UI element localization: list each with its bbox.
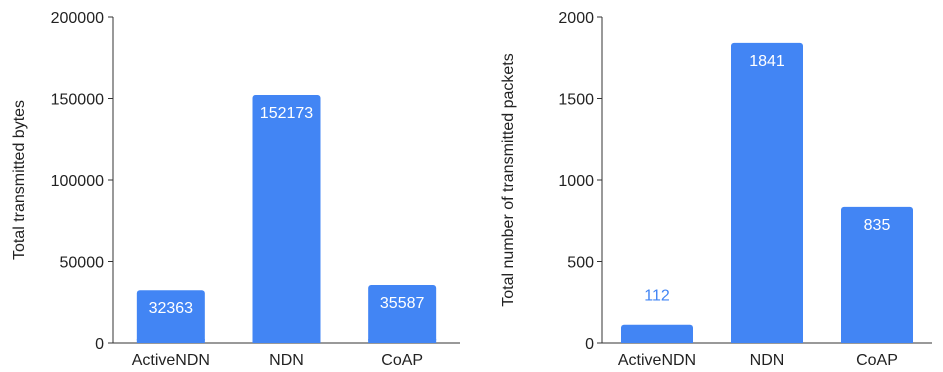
data-label: 32363 — [149, 300, 194, 317]
bar — [252, 94, 321, 343]
data-label: 112 — [644, 288, 670, 305]
data-label: 35587 — [380, 295, 425, 312]
bar — [368, 284, 437, 343]
data-label: 152173 — [260, 105, 313, 122]
y-tick-label: 50000 — [60, 255, 105, 272]
y-tick-label: 1000 — [558, 173, 594, 190]
data-label: 1841 — [749, 53, 785, 70]
bar — [841, 206, 913, 343]
chart-transmitted-packets: Total number of transmitted packets 0 500… — [500, 10, 932, 369]
bar-base — [731, 339, 803, 343]
bar-base — [136, 339, 205, 343]
y-tick-label: 150000 — [51, 92, 104, 109]
y-tick-label: 0 — [585, 336, 594, 353]
bar — [731, 42, 803, 344]
y-tick-label: 200000 — [51, 10, 104, 27]
bar-base — [368, 339, 437, 343]
y-tick-label: 1500 — [558, 92, 594, 109]
x-tick-label: NDN — [269, 352, 304, 369]
bar-base — [621, 339, 693, 343]
x-tick-label: ActiveNDN — [618, 352, 696, 369]
y-axis-title: Total transmitted bytes — [11, 100, 28, 260]
y-tick-label: 2000 — [558, 10, 594, 27]
y-tick-label: 500 — [567, 255, 594, 272]
x-tick-label: CoAP — [381, 352, 423, 369]
x-tick-label: CoAP — [856, 352, 898, 369]
y-tick-label: 0 — [95, 336, 104, 353]
bar-base — [252, 339, 321, 343]
y-tick-label: 100000 — [51, 173, 104, 190]
y-axis-title: Total number of transmitted packets — [500, 53, 517, 306]
bar — [621, 324, 693, 343]
x-tick-label: ActiveNDN — [132, 352, 210, 369]
x-tick-label: NDN — [750, 352, 785, 369]
chart-transmitted-bytes: Total transmitted bytes 0 50000 100000 1500… — [11, 10, 460, 369]
bar — [136, 290, 205, 343]
data-label: 835 — [864, 217, 891, 234]
bar-base — [841, 339, 913, 343]
